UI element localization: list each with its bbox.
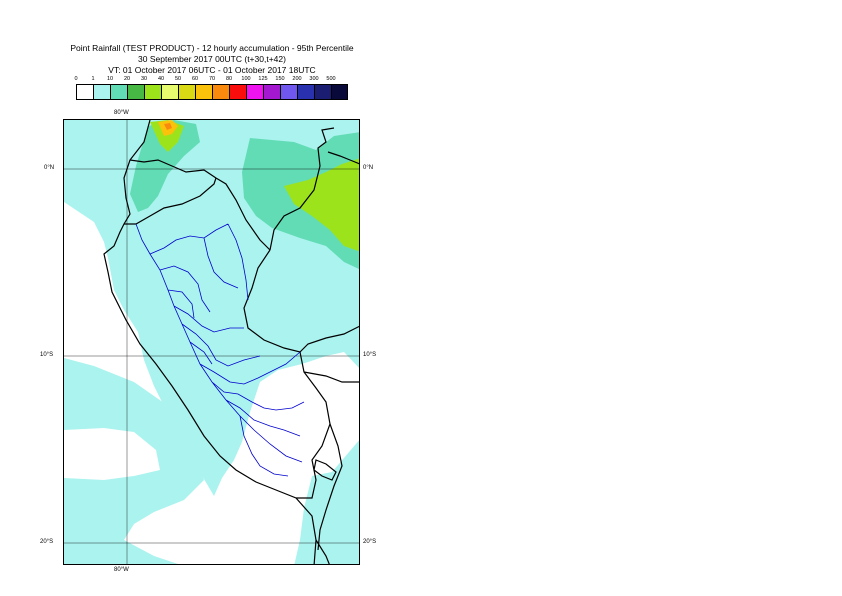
border-colombia-brazil bbox=[269, 127, 335, 251]
legend-swatch bbox=[76, 84, 93, 100]
legend-tick-label: 70 bbox=[208, 76, 216, 82]
rainfall-area-light-south bbox=[64, 540, 178, 564]
dry-area-central-ocean bbox=[64, 280, 136, 356]
legend-tick-label: 200 bbox=[292, 76, 302, 82]
border-brazil-venezuela bbox=[327, 151, 359, 165]
legend-tick-label: 1 bbox=[91, 76, 95, 82]
legend-swatch bbox=[93, 84, 110, 100]
dry-area-coast bbox=[214, 370, 302, 564]
lat-label-left-20s: 20°S bbox=[40, 539, 54, 545]
border-peru-colombia bbox=[215, 177, 271, 251]
legend-tick-label: 100 bbox=[241, 76, 251, 82]
legend-tick-label: 500 bbox=[326, 76, 336, 82]
rainfall-area-heavy-east bbox=[284, 158, 359, 252]
map-canvas bbox=[64, 120, 359, 564]
rainfall-map bbox=[63, 119, 360, 565]
legend-swatch bbox=[263, 84, 280, 100]
map-title-line-2: 30 September 2017 00UTC (t+30,t+42) bbox=[138, 54, 286, 64]
dry-area-inland bbox=[300, 366, 359, 464]
lat-label-right-10s: 10°S bbox=[363, 352, 377, 358]
legend-tick-label: 20 bbox=[123, 76, 131, 82]
lat-label-left-0: 0°N bbox=[44, 165, 55, 171]
legend-swatch bbox=[246, 84, 263, 100]
map-title-line-3: VT: 01 October 2017 06UTC - 01 October 2… bbox=[108, 65, 316, 75]
border-peru-bolivia bbox=[296, 351, 331, 499]
legend-swatch bbox=[161, 84, 178, 100]
legend-swatch bbox=[212, 84, 229, 100]
legend-tick-label: 30 bbox=[140, 76, 148, 82]
border-ecuador-peru bbox=[124, 177, 217, 225]
legend-swatch bbox=[314, 84, 331, 100]
color-legend: 0 1 10 20 30 40 50 60 70 80 100 125 150 200 300 500 bbox=[74, 76, 348, 102]
dry-area-south-ocean bbox=[64, 428, 160, 480]
lat-label-left-10s: 10°S bbox=[40, 352, 54, 358]
rainfall-area-max bbox=[164, 123, 172, 130]
legend-tick-label: 80 bbox=[225, 76, 233, 82]
legend-tick-label: 0 bbox=[74, 76, 78, 82]
border-chile bbox=[315, 539, 330, 564]
legend-swatch bbox=[331, 84, 348, 100]
legend-tick-label: 125 bbox=[258, 76, 268, 82]
legend-tick-label: 40 bbox=[157, 76, 165, 82]
legend-tick-label: 60 bbox=[191, 76, 199, 82]
legend-swatch bbox=[178, 84, 195, 100]
border-colombia-ecuador bbox=[129, 159, 217, 179]
legend-swatch bbox=[127, 84, 144, 100]
map-title-line-1: Point Rainfall (TEST PRODUCT) - 12 hourl… bbox=[70, 43, 354, 53]
lat-label-right-0: 0°N bbox=[363, 165, 374, 171]
lake-titicaca bbox=[313, 459, 337, 481]
legend-swatch bbox=[297, 84, 314, 100]
coastline bbox=[103, 120, 317, 564]
legend-swatch bbox=[280, 84, 297, 100]
legend-tick-label: 300 bbox=[309, 76, 319, 82]
legend-swatch bbox=[229, 84, 246, 100]
dry-area-north-ocean bbox=[64, 210, 104, 270]
legend-tick-label: 150 bbox=[275, 76, 285, 82]
border-peru-brazil bbox=[243, 249, 359, 353]
legend-swatch bbox=[110, 84, 127, 100]
border-bolivia-brazil bbox=[303, 371, 359, 383]
legend-tick-label: 10 bbox=[106, 76, 114, 82]
lon-label-bottom: 80°W bbox=[114, 567, 129, 573]
legend-swatch bbox=[195, 84, 212, 100]
legend-tick-label: 50 bbox=[174, 76, 182, 82]
rainfall-area-medium-northwest bbox=[130, 120, 200, 212]
region-boundaries bbox=[135, 223, 305, 477]
legend-swatch bbox=[144, 84, 161, 100]
lat-label-right-20s: 20°S bbox=[363, 539, 377, 545]
lon-label-top: 80°W bbox=[114, 110, 129, 116]
border-bolivia-chile bbox=[317, 423, 343, 551]
